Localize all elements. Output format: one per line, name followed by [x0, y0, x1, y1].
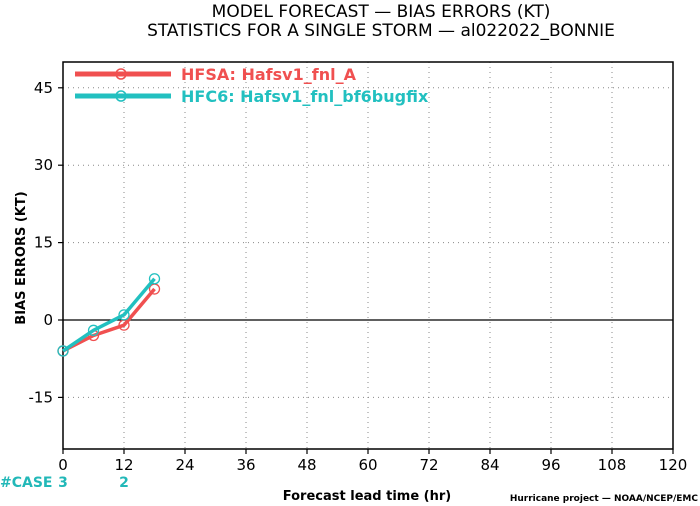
x-tick-label: 72: [419, 456, 438, 474]
case-count-value: 3: [58, 475, 68, 491]
legend: HFSA: Hafsv1_fnl_A HFC6: Hafsv1_fnl_bf6bu…: [75, 65, 429, 106]
legend-marker-1: [115, 68, 127, 80]
series-point-2: [57, 345, 69, 357]
grid-lines: [63, 62, 673, 449]
x-tick-label: 0: [58, 456, 68, 474]
y-tick-label: 15: [34, 234, 53, 252]
x-tick-label: 36: [236, 456, 255, 474]
case-counts: #CASE 3 2: [0, 475, 129, 491]
x-axis-label: Forecast lead time (hr): [283, 489, 451, 504]
axes: 0 12 24 36 48 60 72 84 96 108 120 -15 0 15 30 45: [29, 61, 688, 474]
x-tick-label: 12: [114, 456, 133, 474]
legend-label-1: HFSA: Hafsv1_fnl_A: [181, 65, 357, 84]
legend-label-2: HFC6: Hafsv1_fnl_bf6bugfix: [181, 87, 429, 106]
x-tick-label: 96: [541, 456, 560, 474]
y-axis-label: BIAS ERRORS (KT): [14, 191, 29, 324]
chart-subtitle: STATISTICS FOR A SINGLE STORM — al022022…: [147, 21, 615, 41]
y-tick-label: -15: [29, 388, 54, 406]
x-tick-label: 48: [297, 456, 316, 474]
series-line-1: [62, 287, 156, 353]
chart-title: MODEL FORECAST — BIAS ERRORS (KT): [212, 2, 551, 22]
series-line-2: [62, 277, 156, 353]
y-tick-label: 45: [34, 79, 53, 97]
y-tick-label: 30: [34, 156, 53, 174]
x-tick-label: 24: [175, 456, 194, 474]
plot-frame: [62, 61, 674, 450]
legend-marker-2: [115, 90, 127, 102]
series-point-2: [118, 309, 130, 321]
case-count-value: 2: [119, 475, 129, 491]
case-count-label: #CASE: [0, 475, 53, 491]
series-point-2: [148, 273, 161, 285]
x-tick-label: 60: [358, 456, 377, 474]
credit-text: Hurricane project — NOAA/NCEP/EMC: [510, 494, 699, 504]
data-series: [57, 273, 161, 357]
x-tick-label: 120: [659, 456, 688, 474]
series-point-2: [87, 324, 100, 336]
y-tick-label: 0: [43, 311, 53, 329]
x-tick-label: 108: [598, 456, 627, 474]
x-tick-label: 84: [480, 456, 499, 474]
